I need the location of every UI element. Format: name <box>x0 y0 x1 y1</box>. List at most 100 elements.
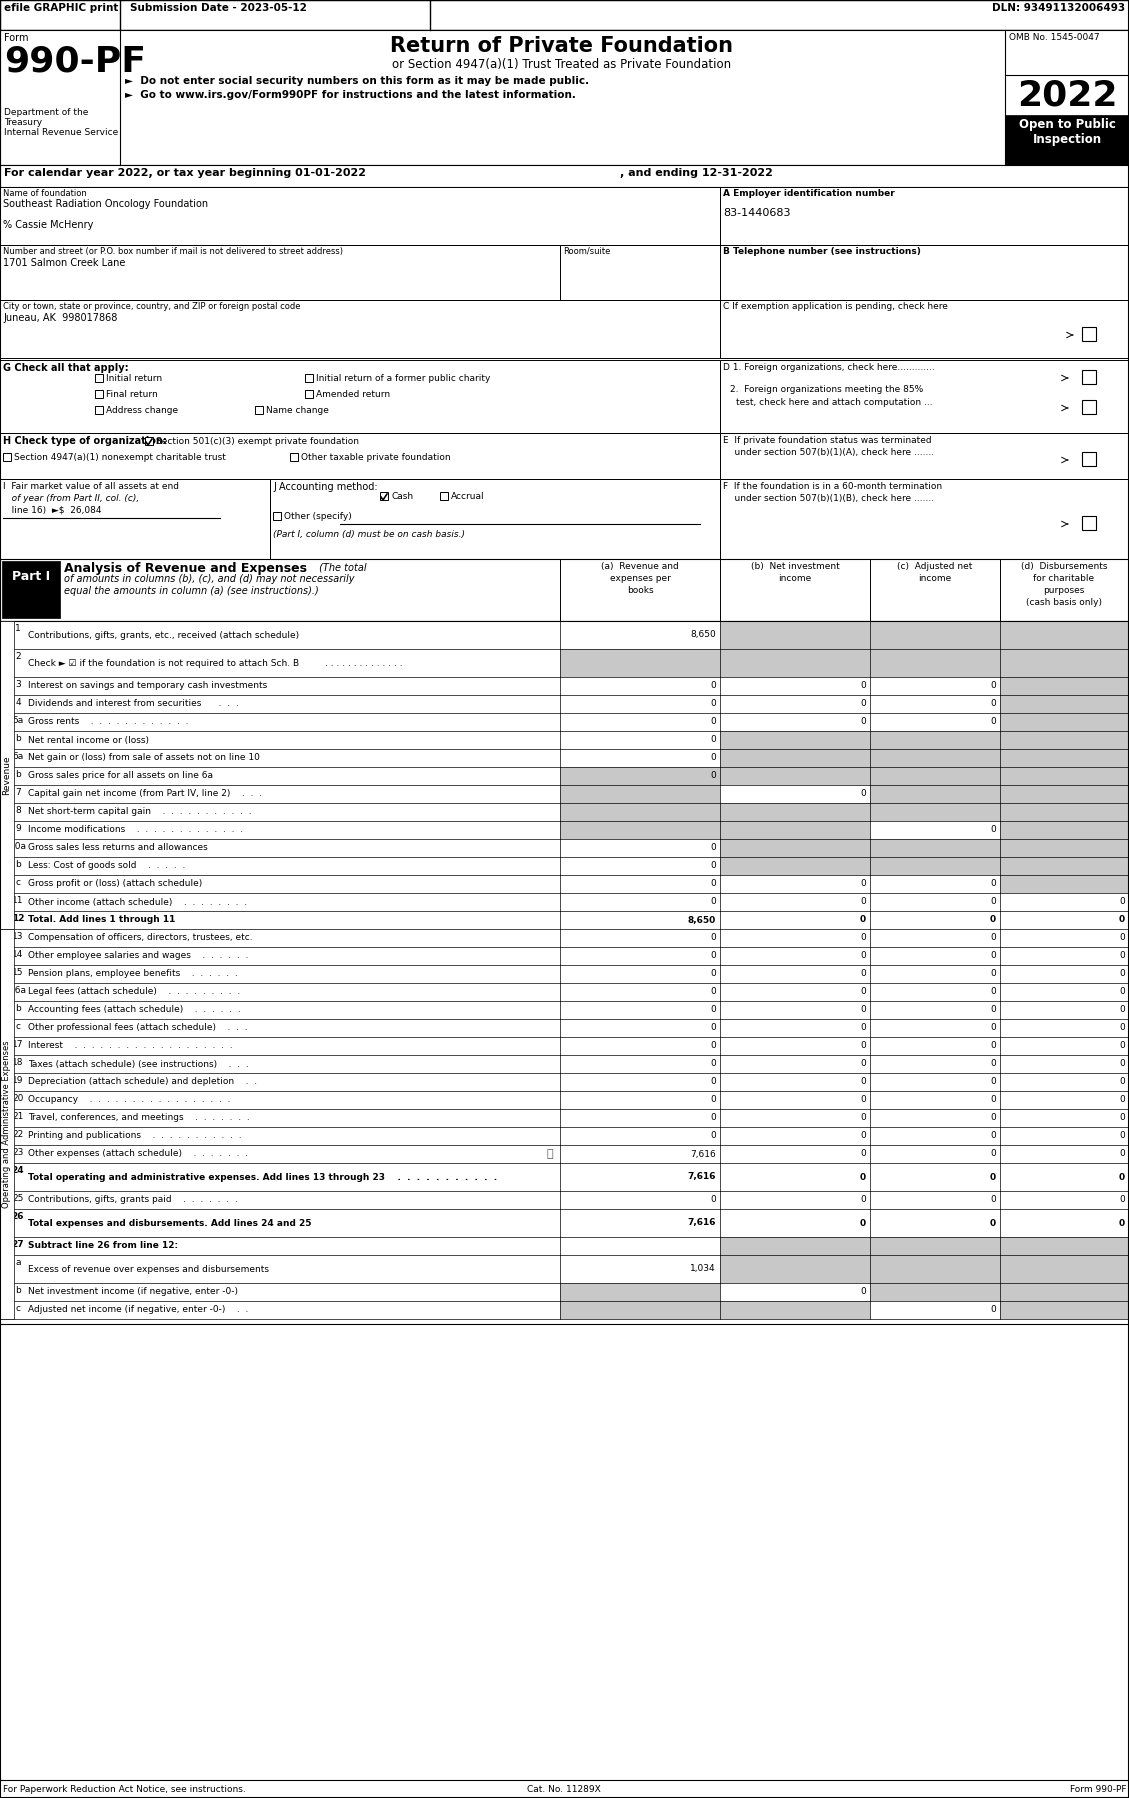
Text: 0: 0 <box>710 1041 716 1050</box>
Text: Gross rents    .  .  .  .  .  .  .  .  .  .  .  .: Gross rents . . . . . . . . . . . . <box>28 717 189 726</box>
Text: 0: 0 <box>1119 1023 1124 1032</box>
Text: 0: 0 <box>710 933 716 942</box>
Text: Initial return: Initial return <box>106 374 163 383</box>
Text: 0: 0 <box>990 1196 996 1205</box>
Text: Internal Revenue Service: Internal Revenue Service <box>5 128 119 137</box>
Text: Check ► ☑ if the foundation is not required to attach Sch. B         . . . . . .: Check ► ☑ if the foundation is not requi… <box>28 658 403 667</box>
Bar <box>720 768 870 786</box>
Text: Total. Add lines 1 through 11: Total. Add lines 1 through 11 <box>28 915 175 924</box>
Text: 9: 9 <box>15 823 20 832</box>
Text: under section 507(b)(1)(A), check here .......: under section 507(b)(1)(A), check here .… <box>723 448 934 457</box>
Text: 8,650: 8,650 <box>688 915 716 924</box>
Bar <box>720 840 870 858</box>
Text: Southeast Radiation Oncology Foundation: Southeast Radiation Oncology Foundation <box>3 200 208 209</box>
Text: ►  Go to www.irs.gov/Form990PF for instructions and the latest information.: ► Go to www.irs.gov/Form990PF for instru… <box>125 90 576 101</box>
Bar <box>1000 714 1129 732</box>
Text: or Section 4947(a)(1) Trust Treated as Private Foundation: or Section 4947(a)(1) Trust Treated as P… <box>393 58 732 70</box>
Text: Net short-term capital gain    .  .  .  .  .  .  .  .  .  .  .: Net short-term capital gain . . . . . . … <box>28 807 252 816</box>
Bar <box>0 31 1129 165</box>
Bar <box>0 714 1129 732</box>
Text: equal the amounts in column (a) (see instructions).): equal the amounts in column (a) (see ins… <box>64 586 318 595</box>
Bar <box>0 245 560 300</box>
Text: c: c <box>16 877 20 886</box>
Bar <box>720 300 1129 358</box>
Text: 0: 0 <box>710 753 716 762</box>
Text: Cat. No. 11289X: Cat. No. 11289X <box>527 1785 601 1794</box>
Text: 0: 0 <box>1119 933 1124 942</box>
Bar <box>1000 840 1129 858</box>
Text: 16a: 16a <box>9 985 26 994</box>
Text: Ⓢ: Ⓢ <box>546 1149 553 1160</box>
Text: b: b <box>15 1003 20 1012</box>
Bar <box>0 750 1129 768</box>
Bar <box>0 1091 1129 1109</box>
Text: 20: 20 <box>12 1093 24 1102</box>
Text: (The total: (The total <box>316 563 367 572</box>
Bar <box>0 1127 1129 1145</box>
Bar <box>270 478 720 559</box>
Bar <box>0 840 1129 858</box>
Text: 0: 0 <box>990 717 996 726</box>
Text: Accounting fees (attach schedule)    .  .  .  .  .  .: Accounting fees (attach schedule) . . . … <box>28 1005 240 1014</box>
Text: 0: 0 <box>990 699 996 708</box>
Text: Other expenses (attach schedule)    .  .  .  .  .  .  .: Other expenses (attach schedule) . . . .… <box>28 1149 248 1158</box>
Bar <box>870 649 1000 678</box>
Text: 19: 19 <box>12 1075 24 1084</box>
Text: 0: 0 <box>1119 1149 1124 1158</box>
Bar <box>720 822 870 840</box>
Text: 10a: 10a <box>9 841 26 850</box>
Text: books: books <box>627 586 654 595</box>
Text: Return of Private Foundation: Return of Private Foundation <box>391 36 734 56</box>
Bar <box>440 493 448 500</box>
Text: DLN: 93491132006493: DLN: 93491132006493 <box>992 4 1124 13</box>
Text: 990-PF: 990-PF <box>5 43 146 77</box>
Text: 0: 0 <box>1119 969 1124 978</box>
Bar <box>0 1163 1129 1190</box>
Text: Part I: Part I <box>12 570 50 583</box>
Bar <box>0 768 1129 786</box>
Text: For Paperwork Reduction Act Notice, see instructions.: For Paperwork Reduction Act Notice, see … <box>3 1785 246 1794</box>
Text: 0: 0 <box>1119 1095 1124 1104</box>
Bar <box>0 1237 1129 1255</box>
Text: 0: 0 <box>710 1095 716 1104</box>
Bar <box>0 912 1129 930</box>
Text: Cash: Cash <box>391 493 413 502</box>
Text: 7,616: 7,616 <box>688 1219 716 1228</box>
Text: 0: 0 <box>1119 1219 1124 1228</box>
Text: Subtract line 26 from line 12:: Subtract line 26 from line 12: <box>28 1241 178 1250</box>
Bar <box>0 0 1129 31</box>
Text: G Check all that apply:: G Check all that apply: <box>3 363 129 372</box>
Text: 2022: 2022 <box>1017 77 1118 111</box>
Bar <box>0 678 1129 696</box>
Text: c: c <box>16 1304 20 1313</box>
Text: 0: 0 <box>990 1077 996 1086</box>
Text: (a)  Revenue and: (a) Revenue and <box>601 563 679 572</box>
Text: 0: 0 <box>990 1113 996 1122</box>
Bar <box>1000 1302 1129 1320</box>
Text: income: income <box>918 574 952 583</box>
Bar <box>720 620 870 649</box>
Bar <box>560 786 720 804</box>
Bar <box>0 433 720 478</box>
Text: E  If private foundation status was terminated: E If private foundation status was termi… <box>723 435 931 444</box>
Text: Inspection: Inspection <box>1032 133 1102 146</box>
Text: 2.  Foreign organizations meeting the 85%: 2. Foreign organizations meeting the 85% <box>730 385 924 394</box>
Bar <box>0 696 1129 714</box>
Bar <box>1000 858 1129 876</box>
Text: Compensation of officers, directors, trustees, etc.: Compensation of officers, directors, tru… <box>28 933 253 942</box>
Bar <box>95 390 103 397</box>
Text: 0: 0 <box>990 969 996 978</box>
Text: Other employee salaries and wages    .  .  .  .  .  .: Other employee salaries and wages . . . … <box>28 951 248 960</box>
Text: Final return: Final return <box>106 390 158 399</box>
Text: 0: 0 <box>990 1005 996 1014</box>
Text: 0: 0 <box>710 1131 716 1140</box>
Bar <box>870 732 1000 750</box>
Text: J Accounting method:: J Accounting method: <box>273 482 377 493</box>
Text: OMB No. 1545-0047: OMB No. 1545-0047 <box>1009 32 1100 41</box>
Text: Section 501(c)(3) exempt private foundation: Section 501(c)(3) exempt private foundat… <box>156 437 359 446</box>
Text: 0: 0 <box>710 861 716 870</box>
Text: 0: 0 <box>990 879 996 888</box>
Bar <box>720 1302 870 1320</box>
Bar <box>720 360 1129 433</box>
Text: Department of the: Department of the <box>5 108 88 117</box>
